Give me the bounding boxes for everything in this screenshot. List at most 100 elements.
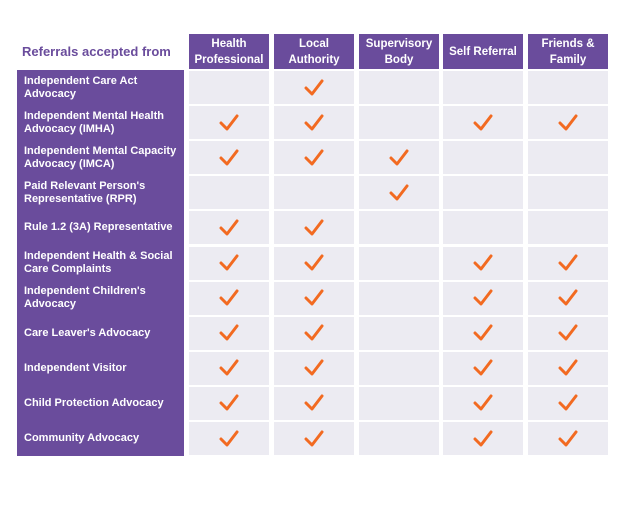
checkmark <box>473 430 493 447</box>
column-header: Friends & Family <box>528 34 608 69</box>
checkmark <box>304 289 324 306</box>
checkmark <box>304 254 324 271</box>
checkmark <box>558 289 578 306</box>
cell <box>274 281 354 315</box>
row-label: Independent Mental Health Advocacy (IMHA… <box>24 109 164 135</box>
checkmark <box>304 430 324 447</box>
cell <box>443 386 523 420</box>
cell <box>359 141 439 175</box>
checkmark <box>558 254 578 271</box>
column-header: Supervisory Body <box>359 34 439 69</box>
cell <box>528 316 608 350</box>
cell <box>189 246 269 280</box>
cell <box>359 386 439 420</box>
checkmark <box>304 324 324 341</box>
column-header: Local Authority <box>274 34 354 69</box>
row-label: Care Leaver's Advocacy <box>24 326 151 339</box>
cell <box>443 246 523 280</box>
row-label: Independent Mental Capacity Advocacy (IM… <box>24 144 177 170</box>
cell <box>359 422 439 456</box>
checkmark <box>219 114 239 131</box>
checkmark <box>304 219 324 236</box>
cell <box>189 141 269 175</box>
cell <box>359 106 439 140</box>
cell <box>528 246 608 280</box>
cell <box>443 106 523 140</box>
cell <box>528 211 608 245</box>
cell <box>274 386 354 420</box>
checkmark <box>558 114 578 131</box>
cell <box>528 141 608 175</box>
cell <box>274 316 354 350</box>
row-label: Rule 1.2 (3A) Representative <box>24 221 173 234</box>
checkmark <box>304 79 324 96</box>
checkmark <box>473 359 493 376</box>
checkmark <box>389 184 409 201</box>
cell <box>189 281 269 315</box>
cell <box>359 71 439 105</box>
checkmark <box>558 430 578 447</box>
cell <box>189 211 269 245</box>
cell <box>443 281 523 315</box>
checkmark <box>473 254 493 271</box>
cell <box>443 176 523 210</box>
checkmark <box>219 219 239 236</box>
cell <box>274 211 354 245</box>
checkmark <box>473 324 493 341</box>
checkmark <box>219 430 239 447</box>
cell <box>274 351 354 385</box>
checkmark <box>219 289 239 306</box>
cell <box>189 106 269 140</box>
row-label: Independent Care Act Advocacy <box>24 74 138 100</box>
cell <box>443 211 523 245</box>
cell <box>359 176 439 210</box>
row-label: Independent Visitor <box>24 361 127 374</box>
cell <box>189 351 269 385</box>
row-label: Independent Health & Social Care Complai… <box>24 250 173 276</box>
checkmark <box>219 394 239 411</box>
checkmark <box>473 289 493 306</box>
cell <box>359 246 439 280</box>
cell <box>189 176 269 210</box>
cell <box>359 316 439 350</box>
cell <box>274 141 354 175</box>
cell <box>443 141 523 175</box>
row-label: Community Advocacy <box>24 432 140 445</box>
cell <box>528 351 608 385</box>
cell <box>189 422 269 456</box>
corner-label: Referrals accepted from <box>22 44 171 59</box>
cell <box>189 71 269 105</box>
cell <box>274 422 354 456</box>
cell <box>528 422 608 456</box>
cell <box>274 176 354 210</box>
checkmark <box>558 324 578 341</box>
cell <box>274 106 354 140</box>
cell <box>528 71 608 105</box>
checkmark <box>304 114 324 131</box>
checkmark <box>473 394 493 411</box>
checkmark <box>219 254 239 271</box>
cell <box>189 386 269 420</box>
checkmark <box>219 324 239 341</box>
checkmark <box>219 149 239 166</box>
row-label: Paid Relevant Person's Representative (R… <box>24 179 146 205</box>
row-header-panel <box>17 70 184 456</box>
cell <box>359 211 439 245</box>
cell <box>359 351 439 385</box>
column-header: Self Referral <box>443 34 523 69</box>
cell <box>443 316 523 350</box>
cell <box>443 71 523 105</box>
cell <box>189 316 269 350</box>
cell <box>274 246 354 280</box>
cell <box>528 106 608 140</box>
checkmark <box>304 149 324 166</box>
cell <box>528 281 608 315</box>
cell <box>274 71 354 105</box>
row-label: Independent Children's Advocacy <box>24 285 146 311</box>
checkmark <box>473 114 493 131</box>
checkmark <box>389 149 409 166</box>
checkmark <box>304 394 324 411</box>
cell <box>528 386 608 420</box>
checkmark <box>558 359 578 376</box>
checkmark <box>304 359 324 376</box>
